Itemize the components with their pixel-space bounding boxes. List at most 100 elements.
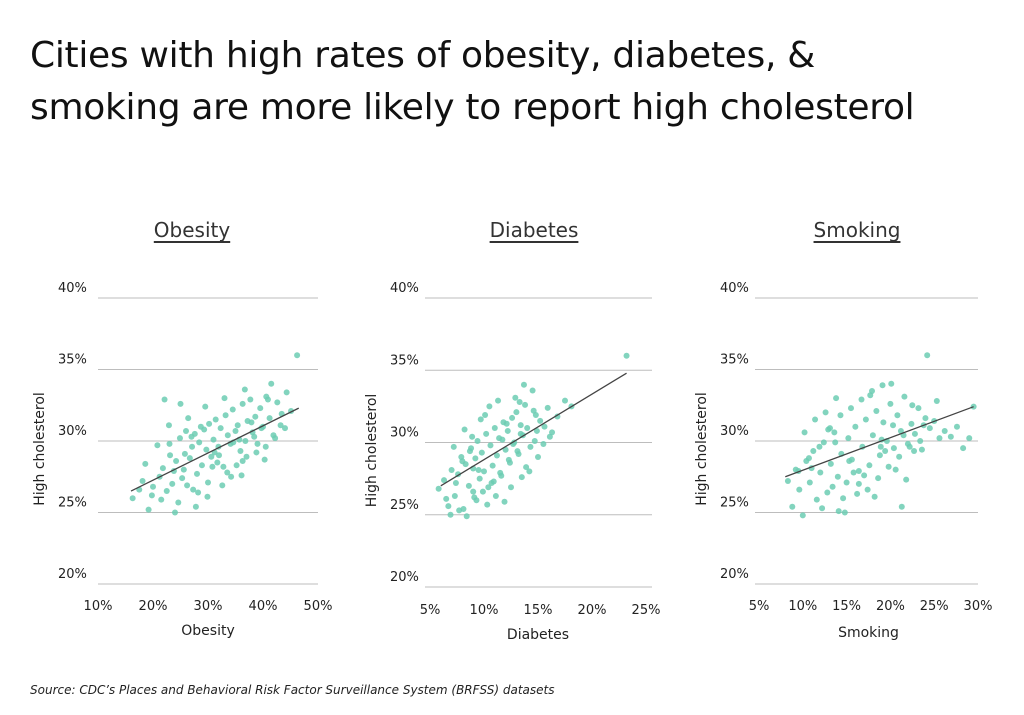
- obesity-point: [165, 422, 172, 429]
- diabetes-point: [478, 449, 485, 456]
- obesity-point: [251, 433, 258, 440]
- smoking-point: [810, 448, 817, 455]
- obesity-point: [180, 466, 187, 473]
- panel-title-diabetes: Diabetes: [489, 218, 579, 242]
- smoking-trendline: [785, 406, 974, 478]
- diabetes-point: [540, 440, 547, 447]
- diabetes-trendline: [440, 372, 627, 487]
- diabetes-point: [523, 464, 530, 471]
- diabetes-point: [501, 498, 508, 505]
- diabetes-point: [472, 455, 479, 462]
- obesity-point: [142, 460, 149, 467]
- obesity-ytick-label: 35%: [58, 353, 87, 368]
- obesity-point: [253, 449, 260, 456]
- obesity-point: [266, 415, 273, 422]
- diabetes-point: [546, 433, 553, 440]
- smoking-point: [906, 443, 913, 450]
- obesity-xtick-label: 10%: [84, 599, 113, 614]
- obesity-point: [261, 456, 268, 463]
- diabetes-point: [533, 427, 540, 434]
- diabetes-point: [481, 468, 487, 475]
- smoking-point: [812, 416, 819, 423]
- obesity-point: [222, 412, 229, 419]
- diabetes-xtick-label: 5%: [420, 603, 441, 618]
- smoking-point: [911, 430, 918, 437]
- obesity-point: [203, 446, 210, 453]
- smoking-point: [820, 439, 827, 446]
- smoking-point: [915, 405, 922, 412]
- diabetes-point: [522, 401, 529, 408]
- diabetes-point: [435, 485, 442, 492]
- diabetes-point: [459, 458, 466, 465]
- smoking-point: [819, 505, 826, 512]
- diabetes-point: [495, 397, 502, 404]
- diabetes-point: [508, 484, 514, 491]
- diabetes-point: [518, 474, 525, 481]
- diabetes-point: [463, 513, 470, 520]
- smoking-point: [894, 412, 901, 419]
- diabetes-point: [445, 503, 452, 510]
- diabetes-point: [623, 352, 630, 359]
- smoking-point: [835, 508, 842, 515]
- title-line-1: Cities with high rates of obesity, diabe…: [30, 35, 816, 76]
- smoking-point: [903, 476, 910, 483]
- diabetes-point: [485, 484, 492, 491]
- smoking-xtick-label: 5%: [749, 599, 770, 614]
- smoking-point: [858, 396, 865, 403]
- diabetes-xtick-label: 20%: [578, 603, 607, 618]
- smoking-ytick-label: 35%: [720, 353, 749, 368]
- diabetes-point: [535, 453, 541, 460]
- smoking-xtick-label: 25%: [920, 599, 949, 614]
- smoking-xtick-label: 15%: [832, 599, 861, 614]
- diabetes-point: [469, 433, 476, 440]
- obesity-point: [237, 448, 244, 455]
- obesity-point: [242, 438, 249, 444]
- diabetes-ytick-label: 40%: [390, 281, 419, 296]
- diabetes-point: [482, 412, 489, 419]
- diabetes-y-axis-label: High cholesterol: [364, 394, 380, 508]
- smoking-xtick-label: 20%: [876, 599, 905, 614]
- diabetes-point: [516, 399, 523, 406]
- smoking-point: [901, 393, 908, 400]
- diabetes-point: [466, 448, 473, 455]
- obesity-point: [197, 423, 204, 430]
- obesity-point: [239, 400, 246, 407]
- smoking-ytick-label: 30%: [720, 424, 749, 439]
- obesity-ytick-label: 30%: [58, 424, 87, 439]
- smoking-point: [911, 448, 918, 455]
- obesity-point: [241, 386, 248, 393]
- diabetes-point: [451, 492, 458, 499]
- smoking-point: [833, 395, 840, 402]
- obesity-xtick-label: 30%: [194, 599, 223, 614]
- smoking-point: [855, 468, 862, 475]
- smoking-point: [841, 509, 848, 516]
- diabetes-point: [452, 479, 459, 486]
- diabetes-xtick-label: 25%: [632, 603, 661, 618]
- diabetes-point: [497, 469, 504, 476]
- diabetes-point: [527, 443, 534, 450]
- diabetes-point: [490, 478, 497, 485]
- smoking-point: [892, 466, 899, 473]
- smoking-point: [871, 493, 878, 500]
- obesity-point: [210, 436, 217, 443]
- smoking-point: [837, 412, 844, 419]
- diabetes-point: [524, 425, 531, 432]
- diabetes-point: [562, 397, 568, 404]
- obesity-point: [220, 463, 227, 470]
- diabetes-point: [529, 387, 536, 394]
- diabetes-point: [503, 420, 510, 427]
- diabetes-point: [473, 497, 480, 504]
- diabetes-point: [554, 413, 561, 420]
- obesity-point: [272, 435, 279, 442]
- diabetes-point: [532, 412, 539, 419]
- diabetes-point: [441, 477, 448, 484]
- diabetes-point: [486, 403, 493, 410]
- diabetes-point: [479, 488, 486, 495]
- obesity-point: [179, 475, 186, 482]
- smoking-point: [936, 435, 943, 442]
- diabetes-point: [544, 404, 551, 411]
- obesity-point: [194, 470, 200, 477]
- smoking-point: [805, 455, 812, 462]
- obesity-point: [274, 399, 281, 406]
- diabetes-point: [520, 381, 527, 388]
